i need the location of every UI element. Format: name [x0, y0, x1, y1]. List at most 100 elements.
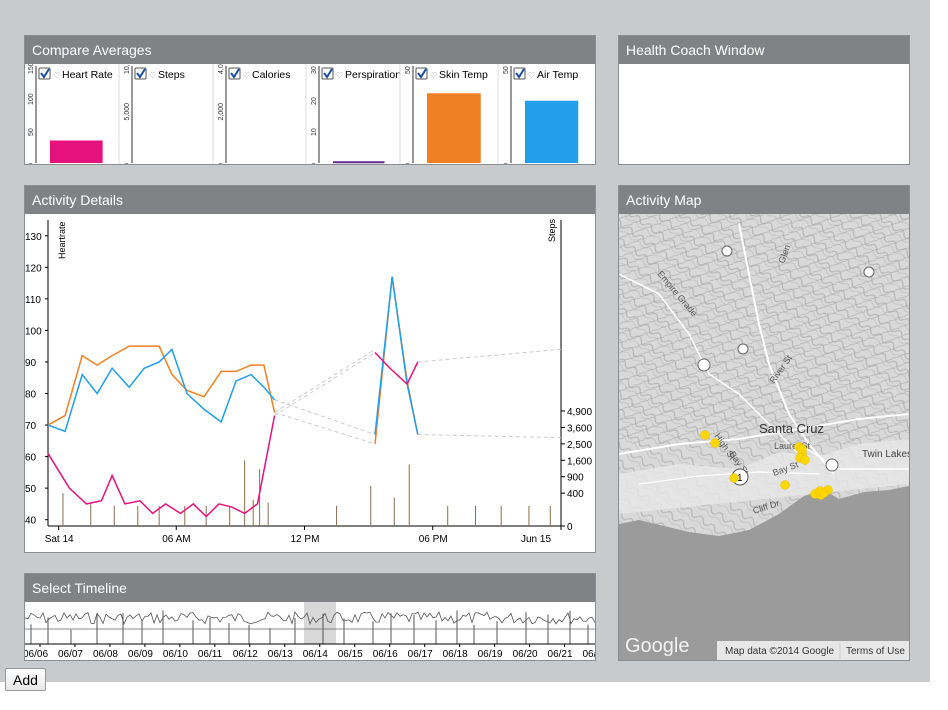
main-road: [619, 413, 909, 455]
select-timeline-panel: Select Timeline 06/06 06/07 06/08 06/09 06/1…: [24, 573, 596, 661]
place-marker-icon[interactable]: [697, 358, 711, 372]
timeline-date-label: 06/09: [128, 649, 153, 660]
gap-connector: [274, 411, 376, 445]
timeline-date-label: 06/06: [25, 649, 48, 660]
metric-tick-label: 10,000: [124, 64, 131, 74]
metric-checkbox[interactable]: [134, 67, 147, 80]
heartrate-tick-label: 120: [25, 263, 42, 274]
activity-location-marker[interactable]: [710, 438, 720, 448]
gap-connector: [417, 348, 562, 363]
place-marker-icon[interactable]: [721, 245, 733, 257]
metric-checkbox[interactable]: [38, 67, 51, 80]
street: [638, 471, 820, 485]
heartrate-tick-label: 50: [25, 484, 37, 495]
activity-map-panel: Activity Map Empir: [618, 185, 910, 661]
activity-location-marker[interactable]: [819, 488, 829, 498]
metric-column: 150 100 50 0 ♡Heart Rate: [28, 64, 113, 164]
metric-checkbox[interactable]: [228, 67, 241, 80]
heartrate-tick-label: 40: [25, 516, 37, 527]
town-label-twin-lakes: Twin Lakes: [862, 449, 909, 460]
checkmark-icon: [230, 68, 240, 79]
flame-icon: ♡: [243, 71, 250, 80]
metric-checkbox[interactable]: [415, 67, 428, 80]
metric-bar: [50, 140, 103, 163]
steps-axis-title: Steps: [547, 218, 557, 242]
time-tick-label: Sat 14: [45, 534, 74, 545]
metric-tick-label: 0: [405, 163, 412, 164]
thermometer-icon: ♡: [528, 71, 535, 80]
heartrate-tick-label: 110: [25, 295, 41, 306]
activity-location-marker[interactable]: [800, 455, 810, 465]
steps-tick-label: 0: [567, 522, 573, 533]
metric-label: Steps: [158, 69, 185, 81]
road: [619, 273, 800, 455]
metric-label: Skin Temp: [439, 69, 488, 81]
metric-tick-label: 50: [503, 66, 510, 74]
metric-tick-label: 50: [28, 128, 35, 136]
droplet-icon: ♡: [336, 71, 343, 80]
checkmark-icon: [417, 68, 427, 79]
metric-tick-label: 5,000: [124, 103, 131, 121]
series-line: [47, 415, 276, 518]
timeline-sparkline: [25, 611, 595, 626]
select-timeline-title: Select Timeline: [25, 574, 595, 602]
terms-of-use-link[interactable]: Terms of Use: [846, 646, 905, 657]
timeline-date-label: 06/21: [548, 649, 573, 660]
activity-location-marker[interactable]: [729, 473, 739, 483]
activity-location-marker[interactable]: [700, 430, 710, 440]
metric-tick-label: 0: [124, 163, 131, 164]
timeline-date-label: 06/11: [198, 649, 223, 660]
map-attribution-bar: [717, 641, 909, 660]
activity-map-title: Activity Map: [619, 186, 909, 214]
metric-tick-label: 10: [311, 128, 318, 136]
metric-tick-label: 100: [28, 93, 35, 105]
compare-averages-panel: Compare Averages 150100500♡Heart Rate10,…: [24, 35, 596, 165]
metric-label: Heart Rate: [62, 69, 113, 81]
metric-column: 30 20 10 0 ♡Perspiration: [305, 64, 401, 164]
checkmark-icon: [40, 68, 50, 79]
steps-tick-label: 3,600: [567, 423, 592, 434]
timeline-date-label: 06/15: [338, 649, 363, 660]
metric-tick-label: 30: [311, 66, 318, 74]
metric-label: Air Temp: [537, 69, 578, 81]
timeline-date-label: 06/17: [408, 649, 433, 660]
ridge-shading: [619, 214, 909, 444]
series-line: [47, 345, 276, 426]
heartrate-tick-label: 80: [25, 390, 37, 401]
timeline-brush[interactable]: 06/06 06/07 06/08 06/09 06/10 06/11 06/12 06/13…: [25, 602, 595, 660]
city-label-santa-cruz: Santa Cruz: [759, 421, 824, 436]
footprints-icon: ♡: [149, 71, 156, 80]
health-coach-title: Health Coach Window: [619, 36, 909, 64]
activity-location-marker[interactable]: [780, 480, 790, 490]
series-line: [47, 347, 276, 433]
activity-details-chart[interactable]: 130 120 110 100 90 80 70 60 50 40 4,900 3,600 2,500 1…: [25, 214, 595, 552]
gap-connector: [274, 348, 376, 413]
activity-location-marker[interactable]: [797, 444, 807, 454]
map-data-attribution: Map data ©2014 Google: [725, 646, 835, 657]
place-marker-icon[interactable]: [737, 343, 749, 355]
series-line: [374, 351, 419, 386]
place-marker-icon[interactable]: [863, 266, 875, 278]
timeline-date-label: 06/07: [58, 649, 83, 660]
health-coach-body: [619, 64, 909, 164]
metric-tick-label: 50: [405, 66, 412, 74]
time-tick-label: 12 PM: [291, 534, 320, 545]
highway: [738, 223, 835, 475]
metric-checkbox[interactable]: [321, 67, 334, 80]
heartrate-tick-label: 60: [25, 453, 37, 464]
place-marker-icon[interactable]: [825, 458, 839, 472]
metric-column: 50 0 ♡Air Temp: [497, 64, 578, 164]
timeline-date-label: 06/12: [233, 649, 258, 660]
bay-road: [798, 443, 909, 470]
gap-connector: [417, 434, 562, 439]
metric-tick-label: 2,000: [218, 103, 225, 121]
activity-map[interactable]: Empire Grade River St High St Bay St Lau…: [619, 214, 909, 660]
add-button[interactable]: Add: [5, 668, 46, 691]
metric-tick-label: 4,000: [218, 64, 225, 74]
metric-checkbox[interactable]: [513, 67, 526, 80]
street-label-laurel-st: Laurel St: [774, 441, 811, 451]
metric-bar: [427, 93, 481, 163]
compare-averages-title: Compare Averages: [25, 36, 595, 64]
timeline-date-label: 06/22: [583, 649, 595, 660]
checkmark-icon: [136, 68, 146, 79]
